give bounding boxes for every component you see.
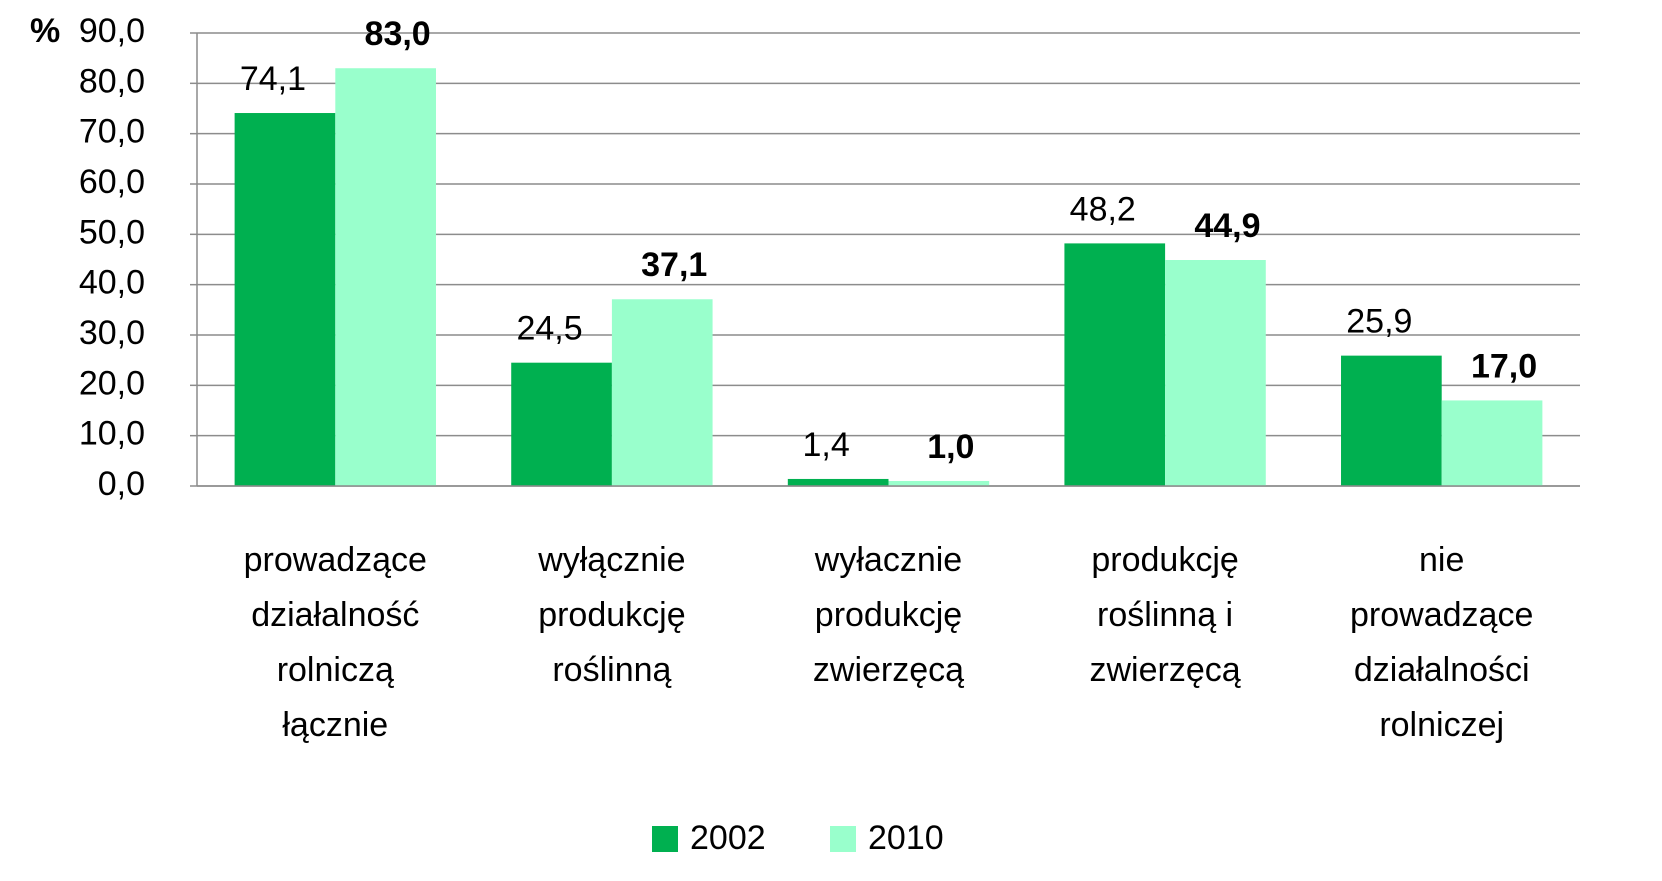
bar bbox=[234, 113, 336, 486]
x-tick-label: nie prowadzące działalności rolniczej bbox=[1350, 541, 1533, 744]
bar bbox=[1064, 243, 1166, 486]
x-tick-label-line: działalności bbox=[1354, 651, 1530, 689]
y-tick-label: 0,0 bbox=[98, 465, 145, 503]
y-tick-label: 60,0 bbox=[79, 163, 145, 201]
y-tick-label: 90,0 bbox=[79, 12, 145, 50]
x-tick-label: prowadzące działalność rolniczą łącznie bbox=[244, 541, 427, 744]
legend-swatch bbox=[830, 826, 856, 852]
bar bbox=[1441, 400, 1543, 486]
y-tick-label: 30,0 bbox=[79, 314, 145, 352]
x-tick-label-line: prowadzące bbox=[1350, 596, 1533, 634]
y-tick-label: 10,0 bbox=[79, 415, 145, 453]
y-tick-label: 80,0 bbox=[79, 62, 145, 100]
x-tick-label: wyłącznie produkcję roślinną bbox=[537, 541, 685, 689]
x-tick-label-line: wyłacznie bbox=[814, 541, 962, 579]
x-tick-label-line: wyłącznie bbox=[537, 541, 685, 579]
x-tick-label-line: produkcję bbox=[815, 596, 962, 634]
legend-label: 2010 bbox=[868, 819, 944, 857]
value-label: 1,0 bbox=[927, 428, 974, 466]
bar bbox=[1165, 260, 1266, 486]
value-label: 48,2 bbox=[1070, 190, 1136, 228]
bar bbox=[787, 478, 889, 486]
legend-label: 2002 bbox=[690, 819, 766, 857]
y-tick-label: 20,0 bbox=[79, 364, 145, 402]
x-tick-label-line: rolniczą bbox=[277, 651, 394, 689]
value-label: 17,0 bbox=[1471, 347, 1537, 385]
value-label: 24,5 bbox=[516, 310, 582, 348]
y-tick-label: 40,0 bbox=[79, 264, 145, 302]
x-tick-label-line: łącznie bbox=[282, 706, 388, 744]
bar bbox=[611, 299, 713, 486]
legend-swatch bbox=[652, 826, 678, 852]
value-label: 74,1 bbox=[240, 60, 306, 98]
bar bbox=[511, 362, 612, 486]
x-tick-label-line: nie bbox=[1419, 541, 1464, 579]
y-axis-unit: % bbox=[30, 12, 60, 50]
value-label: 1,4 bbox=[803, 426, 850, 464]
x-tick-label-line: produkcję bbox=[1091, 541, 1238, 579]
x-tick-label-line: działalność bbox=[251, 596, 419, 634]
y-tick-label: 70,0 bbox=[79, 113, 145, 151]
x-tick-label: produkcję roślinną i zwierzęcą bbox=[1090, 541, 1241, 689]
bar bbox=[1341, 355, 1442, 486]
value-label: 83,0 bbox=[365, 15, 431, 53]
x-tick-label-line: prowadzące bbox=[244, 541, 427, 579]
bar bbox=[888, 480, 990, 486]
x-tick-label-line: rolniczej bbox=[1379, 706, 1504, 744]
value-label: 25,9 bbox=[1346, 303, 1412, 341]
x-tick-label-line: zwierzęcą bbox=[1090, 651, 1241, 689]
x-tick-label-line: zwierzęcą bbox=[813, 651, 964, 689]
bar bbox=[335, 68, 436, 486]
x-tick-label-line: roślinną i bbox=[1097, 596, 1233, 634]
value-label: 44,9 bbox=[1194, 207, 1260, 245]
x-tick-label-line: produkcję bbox=[538, 596, 685, 634]
y-tick-label: 50,0 bbox=[79, 213, 145, 251]
x-tick-label-line: roślinną bbox=[552, 651, 671, 689]
x-tick-label: wyłacznie produkcję zwierzęcą bbox=[813, 541, 964, 689]
value-label: 37,1 bbox=[641, 246, 707, 284]
